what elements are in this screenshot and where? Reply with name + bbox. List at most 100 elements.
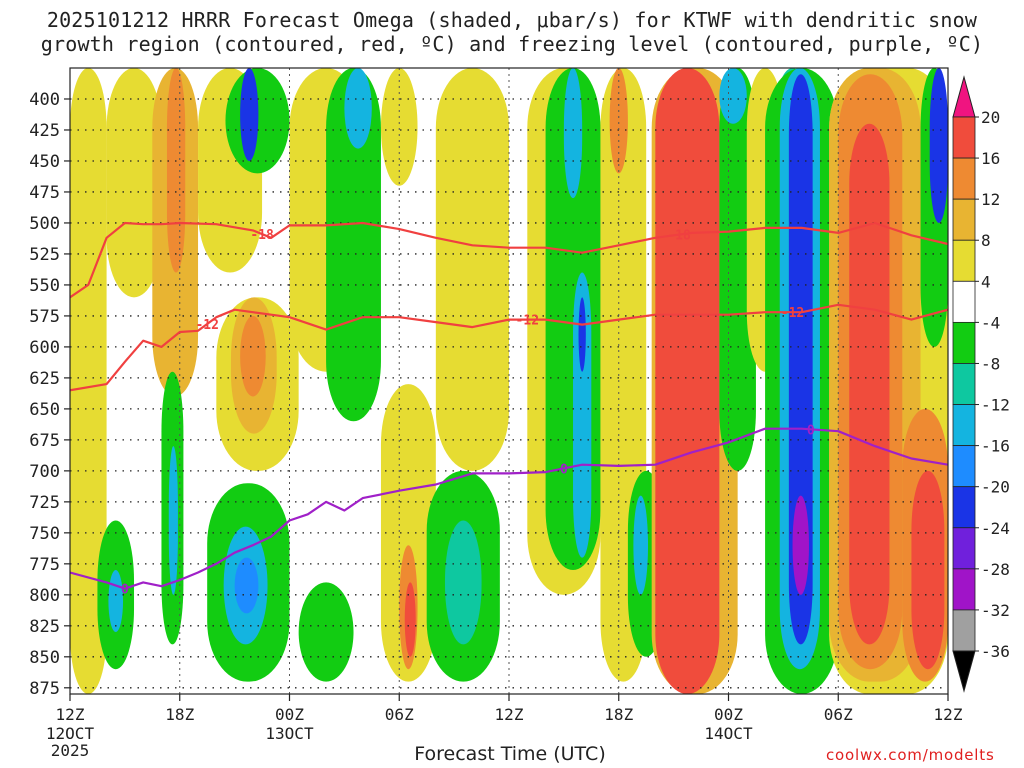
omega-cell (108, 570, 124, 633)
y-tick-label: 400 (29, 90, 60, 110)
colorbar-label: 20 (981, 108, 1000, 127)
isotherm-minus12-label: -12 (781, 306, 804, 321)
omega-cell (106, 68, 162, 298)
x-tick-label: 06Z (385, 705, 414, 724)
colorbar-label: -32 (981, 601, 1010, 620)
isotherm-contours: -18 -18 -12 -12 -12 0 0 0 (70, 221, 948, 598)
y-tick-label: 825 (29, 617, 60, 637)
y-tick-label: 575 (29, 307, 60, 327)
colorbar-bin (952, 527, 976, 570)
colorbar-bin (952, 198, 976, 241)
omega-cell (719, 68, 747, 124)
colorbar-bin (952, 445, 976, 488)
colorbar-label: 12 (981, 190, 1000, 209)
colorbar-bin (952, 239, 976, 282)
omega-cell (70, 68, 107, 694)
omega-cell (578, 297, 586, 372)
isotherm-minus12-label: -12 (195, 318, 218, 333)
omega-cell (240, 315, 266, 397)
chart-title-line-2: growth region (contoured, red, ºC) and f… (40, 32, 984, 56)
colorbar-label: -12 (981, 396, 1010, 415)
omega-cell (166, 68, 186, 273)
colorbar-label: -36 (981, 642, 1010, 661)
omega-cell (788, 74, 813, 645)
x-axis-title: Forecast Time (UTC) (414, 743, 606, 765)
y-tick-label: 500 (29, 214, 60, 234)
x-tick-label: 18Z (165, 705, 194, 724)
colorbar-bin (952, 157, 976, 200)
freezing-level-0c-label: 0 (121, 583, 129, 598)
y-tick-label: 675 (29, 431, 60, 451)
omega-cell (234, 557, 259, 614)
colorbar-bottom-arrow (952, 650, 976, 693)
colorbar-label: 4 (981, 272, 991, 291)
colorbar: 20 16 12 8 4 -4 -8 -12 -16 -20 -24 -28 -32 -36 (952, 75, 1010, 693)
x-tick-label: 12Z (495, 705, 524, 724)
omega-cell (563, 68, 583, 199)
x-tick-label: 00Z (275, 705, 304, 724)
y-axis: 400 425 450 475 500 525 550 575 600 625 650 675 700 7… (29, 90, 70, 699)
colorbar-bin (952, 609, 976, 652)
omega-cell (168, 446, 178, 595)
y-tick-label: 550 (29, 276, 60, 296)
omega-cell (344, 68, 372, 149)
y-tick-label: 750 (29, 524, 60, 544)
y-tick-label: 525 (29, 245, 60, 265)
x-tick-label: 12Z (934, 705, 963, 724)
colorbar-label: -8 (981, 354, 1000, 373)
chart-title-line-1: 2025101212 HRRR Forecast Omega (shaded, … (46, 8, 978, 32)
colorbar-top-arrow (952, 75, 976, 118)
omega-cell (929, 68, 948, 223)
omega-cell (609, 68, 628, 174)
y-tick-label: 450 (29, 152, 60, 172)
colorbar-label: -4 (981, 313, 1000, 332)
colorbar-label: 16 (981, 149, 1000, 168)
omega-cell (240, 68, 259, 161)
colorbar-bin (952, 568, 976, 611)
colorbar-bin (952, 116, 976, 159)
omega-cell (573, 272, 592, 558)
source-credit-link[interactable]: coolwx.com/modelts (826, 746, 995, 764)
gridlines (70, 68, 948, 694)
omega-cell (326, 68, 381, 422)
omega-cell (444, 520, 482, 645)
omega-cell (849, 123, 890, 645)
freezing-level-0c-label: 0 (807, 423, 815, 438)
colorbar-label: 8 (981, 231, 991, 250)
isotherm-minus18-label: -18 (250, 228, 274, 243)
x-tick-label: 06Z (824, 705, 853, 724)
colorbar-bin (952, 321, 976, 364)
isotherm-minus18-line (70, 221, 948, 299)
y-tick-label: 475 (29, 183, 60, 203)
colorbar-bin (952, 486, 976, 529)
isotherm-minus18-label: -18 (667, 229, 691, 244)
freezing-level-0c-line (70, 427, 948, 590)
omega-cell (655, 68, 720, 694)
omega-cell (792, 495, 809, 595)
y-tick-label: 850 (29, 648, 60, 668)
omega-shading (70, 68, 948, 694)
x-tick-date: 13OCT (265, 724, 314, 743)
isotherm-minus12-label: -12 (516, 314, 539, 329)
x-tick-label: 12Z (56, 705, 85, 724)
omega-cell (435, 68, 509, 471)
omega-cell (380, 68, 418, 186)
omega-cell (911, 470, 945, 670)
x-tick-year: 2025 (51, 741, 90, 760)
colorbar-label: -16 (981, 437, 1010, 456)
y-tick-label: 650 (29, 400, 60, 420)
colorbar-bin (952, 363, 976, 405)
freezing-level-0c-label: 0 (560, 462, 568, 477)
omega-cell (404, 582, 416, 657)
x-tick-label: 00Z (714, 705, 743, 724)
y-tick-label: 425 (29, 121, 60, 141)
x-tick-label: 18Z (604, 705, 633, 724)
y-tick-label: 700 (29, 462, 60, 482)
omega-cell (298, 582, 354, 682)
colorbar-label: -28 (981, 560, 1010, 579)
colorbar-bin (952, 280, 976, 323)
omega-cell (633, 495, 649, 595)
x-tick-date: 12OCT (46, 724, 95, 743)
